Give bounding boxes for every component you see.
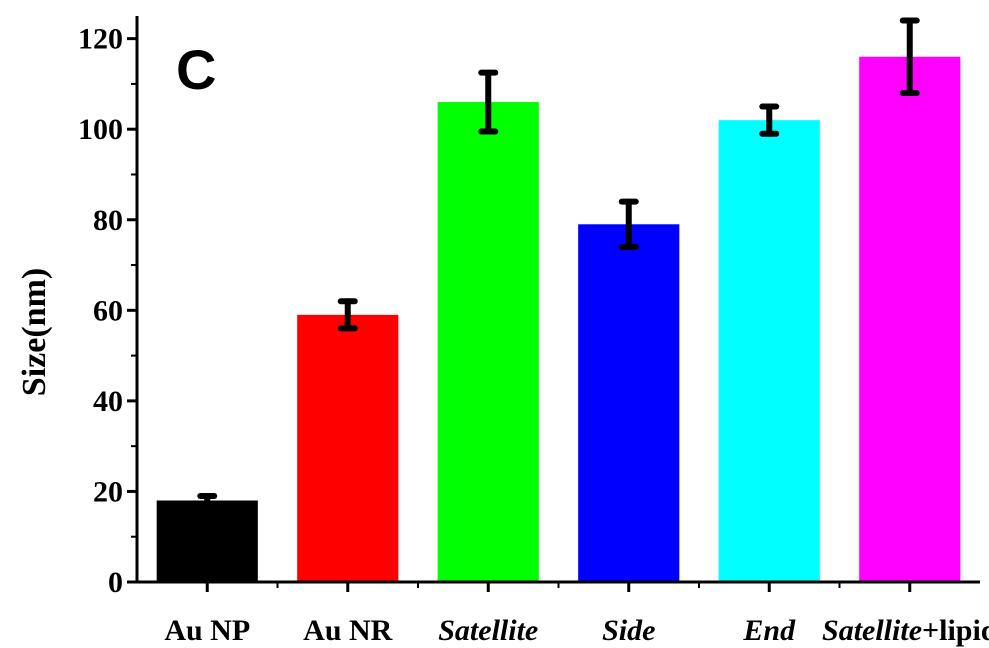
error-bars [197, 17, 920, 509]
category-label-4: End [742, 614, 796, 647]
y-tick-label-20: 20 [93, 475, 123, 508]
y-tick-label-120: 120 [78, 23, 123, 56]
category-label-part: +lipid [922, 614, 989, 647]
bars [156, 56, 961, 583]
category-label-part: Au NR [303, 614, 393, 647]
y-tick-label-40: 40 [93, 385, 123, 418]
category-label-part: End [742, 614, 796, 647]
category-label-3: Side [602, 614, 655, 647]
category-label-0: Au NP [164, 614, 250, 647]
y-axis-label: Size(nm) [16, 268, 53, 396]
error-bar-0 [197, 492, 218, 509]
y-tick-label-100: 100 [78, 113, 123, 146]
category-label-2: Satellite [438, 614, 538, 647]
bar-2 [437, 102, 539, 583]
category-label-1: Au NR [303, 614, 393, 647]
error-bar-4 [759, 103, 780, 137]
y-tick-labels: 0 20 40 60 80 100 120 [78, 23, 123, 599]
error-bar-1 [337, 298, 358, 332]
category-label-part: Au NP [164, 614, 250, 647]
category-label-part: Satellite [822, 614, 922, 647]
axes [127, 16, 980, 592]
category-labels: Au NP Au NR Satellite Side End Satellite+lipi… [164, 614, 989, 647]
error-bar-5 [899, 17, 920, 96]
error-bar-3 [618, 198, 639, 250]
bar-1 [297, 314, 399, 582]
error-bar-2 [478, 69, 499, 135]
y-tick-label-60: 60 [93, 294, 123, 327]
bar-4 [718, 120, 820, 583]
y-tick-label-0: 0 [108, 566, 123, 599]
bar-5 [859, 56, 961, 582]
category-label-part: Side [602, 614, 655, 647]
bar-0 [156, 500, 258, 582]
category-label-5: Satellite+lipid [822, 614, 989, 647]
category-label-part: Satellite [438, 614, 538, 647]
panel-label: C [176, 38, 216, 101]
bar-3 [578, 224, 680, 582]
y-tick-label-80: 80 [93, 204, 123, 237]
